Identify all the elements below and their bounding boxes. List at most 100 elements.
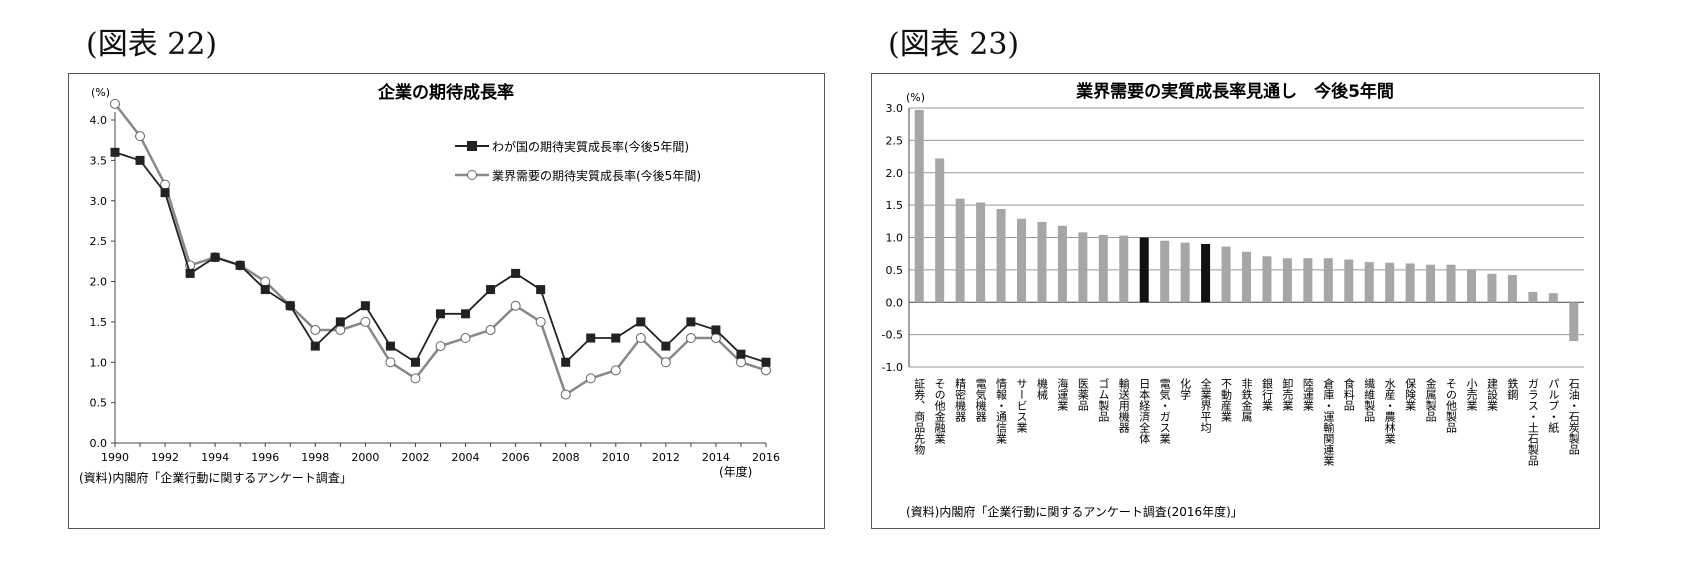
data-point-series-1: [385, 341, 395, 351]
legend-marker-series-2: [467, 170, 477, 180]
bar: [1569, 302, 1579, 342]
category-label: 陸運業: [1301, 378, 1314, 411]
data-point-series-1: [436, 309, 445, 319]
category-label: 全業界平均: [1199, 377, 1212, 434]
x-tick-label: 2010: [602, 451, 630, 464]
data-point-series-1: [461, 309, 471, 319]
data-point-series-1: [260, 285, 270, 295]
data-point-series-1: [711, 325, 721, 335]
category-label: 精密機器: [954, 378, 967, 423]
data-point-series-1: [310, 341, 320, 351]
data-point-series-2: [410, 373, 421, 384]
bar: [1160, 240, 1170, 303]
bar: [1221, 246, 1231, 303]
y-tick-label: 2.0: [886, 167, 904, 180]
figure-22-heading: (図表 22): [86, 27, 218, 62]
bar: [955, 198, 965, 303]
bar: [1426, 264, 1436, 303]
y-tick-label: 3.0: [90, 195, 108, 208]
bar: [1385, 262, 1395, 303]
y-tick-label: 2.5: [886, 134, 904, 147]
category-label: 倉庫・運輸関連業: [1322, 377, 1335, 466]
data-point-series-2: [460, 333, 471, 344]
bar: [1139, 237, 1149, 303]
bar: [1507, 275, 1517, 303]
y-tick-label: 0.5: [886, 264, 904, 277]
category-label: 医薬品: [1076, 378, 1089, 411]
data-point-series-1: [185, 268, 195, 278]
category-label: 石油・石炭製品: [1567, 378, 1580, 455]
category-label: ガラス・土石製品: [1526, 378, 1539, 466]
x-tick-label: 2016: [752, 451, 780, 464]
industry-demand-bar-chart: 業界需要の実質成長率見通し 今後5年間 (%) (資料)内閣府「企業行動に関する…: [871, 73, 1600, 529]
data-point-series-1: [335, 317, 345, 327]
source-note: (資料)内閣府「企業行動に関するアンケート調査」: [79, 470, 352, 485]
y-tick-label: 3.0: [886, 102, 904, 115]
category-label: 食料品: [1342, 377, 1355, 411]
bar: [1528, 291, 1538, 303]
bar: [1037, 221, 1047, 303]
data-point-series-1: [761, 357, 771, 367]
bar: [1057, 225, 1067, 303]
data-point-series-2: [135, 131, 146, 142]
data-point-series-1: [636, 317, 646, 327]
chart-title: 業界需要の実質成長率見通し 今後5年間: [1076, 81, 1394, 102]
y-tick-label: 2.5: [90, 235, 108, 248]
data-point-series-1: [486, 285, 496, 295]
bar: [1078, 232, 1088, 303]
category-label: 小売業: [1465, 378, 1478, 411]
bar: [996, 209, 1006, 303]
x-axis-unit: (年度): [719, 464, 752, 479]
bar: [1098, 234, 1108, 303]
x-tick-label: 2012: [652, 451, 680, 464]
category-label: その他製品: [1445, 378, 1458, 433]
bar: [1364, 262, 1374, 303]
category-label: 不動産業: [1220, 378, 1233, 422]
y-tick-label: 1.5: [90, 316, 108, 329]
data-point-series-1: [160, 188, 170, 198]
data-point-series-2: [485, 324, 496, 335]
category-label: その他金融業: [933, 378, 946, 444]
data-point-series-2: [585, 373, 596, 384]
category-label: 金属製品: [1424, 377, 1437, 422]
bar: [1446, 264, 1456, 303]
data-point-series-2: [360, 316, 371, 327]
x-tick-label: 1992: [151, 451, 179, 464]
category-label: ゴム製品: [1097, 377, 1110, 422]
y-tick-label: -1.0: [882, 361, 903, 374]
data-point-series-2: [260, 276, 271, 287]
bar: [1487, 273, 1497, 303]
x-tick-label: 1996: [251, 451, 279, 464]
bar: [1201, 243, 1211, 303]
legend: わが国の期待実質成長率(今後5年間) 業界需要の期待実質成長率(今後5年間): [455, 139, 701, 183]
category-label: 証券、商品先物: [913, 378, 926, 455]
chart-title: 企業の期待成長率: [377, 82, 514, 103]
data-point-series-1: [410, 357, 420, 367]
bar: [914, 109, 924, 303]
data-point-series-1: [110, 147, 120, 157]
category-label: 繊維製品: [1363, 378, 1376, 422]
y-tick-label: 1.0: [886, 232, 904, 245]
data-point-series-1: [536, 285, 546, 295]
bar: [1119, 235, 1129, 303]
category-label: 電気機器: [974, 378, 987, 423]
y-tick-label: -0.5: [882, 329, 903, 342]
y-tick-label: 1.0: [90, 356, 108, 369]
data-point-series-2: [685, 333, 696, 344]
x-tick-label: 2004: [452, 451, 480, 464]
data-point-series-2: [710, 333, 721, 344]
data-point-series-1: [285, 301, 295, 311]
bar: [1017, 218, 1026, 303]
category-label: 日本経済全体: [1138, 378, 1151, 444]
data-point-series-1: [586, 333, 596, 343]
bar: [1180, 242, 1190, 303]
category-label: 電気・ガス業: [1158, 378, 1171, 444]
data-point-series-1: [360, 301, 370, 311]
line-chart-canvas: 企業の期待成長率 (%) (年度) (資料)内閣府「企業行動に関するアンケート調…: [79, 82, 780, 485]
category-label: 保険業: [1404, 377, 1417, 411]
category-label: 銀行業: [1260, 377, 1273, 411]
x-tick-label: 1998: [301, 451, 329, 464]
data-point-series-1: [611, 333, 621, 343]
data-point-series-1: [210, 252, 220, 262]
y-tick-label: 1.5: [886, 199, 904, 212]
